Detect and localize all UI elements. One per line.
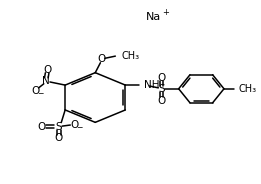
Text: S: S — [55, 121, 62, 132]
Text: Na: Na — [146, 12, 161, 22]
Text: CH₃: CH₃ — [239, 84, 257, 94]
Text: −: − — [76, 123, 82, 132]
Text: +: + — [162, 8, 169, 17]
Text: N: N — [42, 76, 50, 86]
Text: O: O — [37, 121, 45, 132]
Text: CH₃: CH₃ — [121, 51, 139, 61]
Text: O: O — [43, 65, 51, 75]
Text: O: O — [157, 73, 165, 83]
Text: O: O — [157, 96, 165, 106]
Text: NH: NH — [144, 79, 159, 90]
Text: O: O — [98, 54, 106, 64]
Text: O: O — [70, 120, 78, 130]
Text: −: − — [37, 89, 43, 98]
Text: O: O — [31, 86, 40, 96]
Text: O: O — [55, 133, 63, 143]
Text: S: S — [158, 84, 165, 94]
